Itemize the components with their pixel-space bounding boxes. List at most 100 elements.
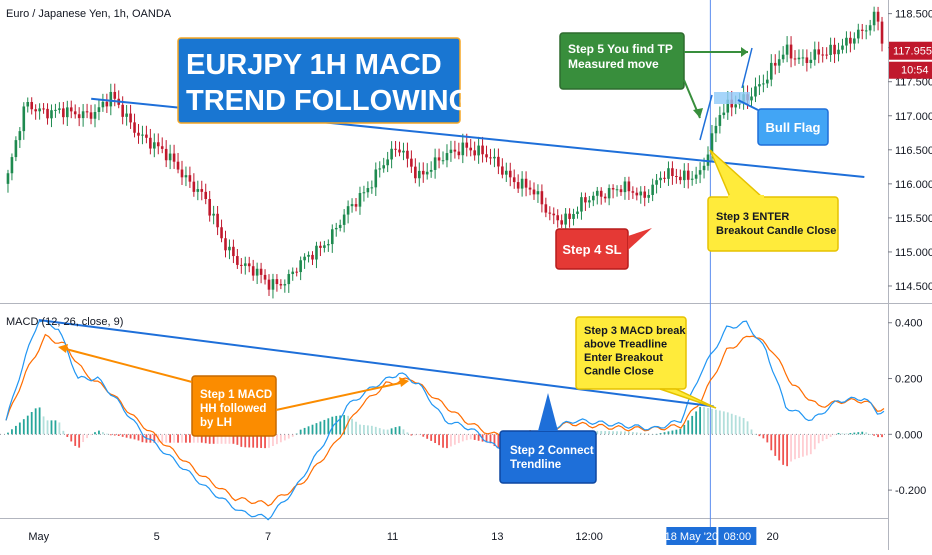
histogram-bar xyxy=(276,434,278,445)
candle-body xyxy=(232,246,235,257)
step5-text: Step 5 You find TP xyxy=(568,42,673,56)
candle-body xyxy=(564,213,567,225)
candle-body xyxy=(303,256,306,261)
candle-body xyxy=(619,189,623,193)
candle-body xyxy=(358,193,362,207)
candle-body xyxy=(607,188,611,199)
histogram-bar xyxy=(335,415,338,435)
candle-body xyxy=(330,229,334,245)
histogram-bar xyxy=(687,420,690,435)
step2-text: Step 2 Connect xyxy=(510,445,594,457)
candle-body xyxy=(837,49,840,55)
histogram-bar xyxy=(809,434,812,455)
candle-body xyxy=(184,175,188,178)
candle-body xyxy=(789,44,793,59)
histogram-bar xyxy=(829,434,832,437)
histogram-bar xyxy=(125,434,128,438)
histogram-bar xyxy=(734,415,737,435)
histogram-bar xyxy=(628,431,630,435)
candle-body xyxy=(421,170,425,175)
candle-body xyxy=(785,44,789,55)
histogram-bar xyxy=(11,429,13,435)
candle-body xyxy=(283,284,287,286)
histogram-bar xyxy=(315,423,318,435)
histogram-bar xyxy=(825,434,828,440)
candle-body xyxy=(255,268,259,276)
histogram-bar xyxy=(695,411,698,435)
histogram-bar xyxy=(169,434,172,443)
histogram-bar xyxy=(758,434,761,437)
candle-body xyxy=(350,204,354,207)
histogram-bar xyxy=(70,434,73,442)
histogram-bar xyxy=(663,432,666,435)
candle-body xyxy=(659,177,662,181)
candle-body xyxy=(398,149,401,153)
histogram-bar xyxy=(406,432,409,435)
candle-body xyxy=(410,158,413,167)
histogram-bar xyxy=(105,433,108,435)
price-tick-label: 115.000 xyxy=(895,247,932,259)
histogram-bar xyxy=(398,426,401,435)
candle-body xyxy=(584,197,587,203)
histogram-bar xyxy=(256,434,259,448)
title-text: EURJPY 1H MACD xyxy=(186,49,442,81)
candle-body xyxy=(315,245,318,260)
candle-body xyxy=(208,199,211,216)
histogram-bar xyxy=(738,416,741,435)
candle-body xyxy=(271,279,275,290)
histogram-bar xyxy=(359,424,361,435)
candle-body xyxy=(121,104,124,117)
histogram-bar xyxy=(821,434,824,442)
histogram-bar xyxy=(707,408,709,435)
candle-body xyxy=(758,84,761,87)
histogram-bar xyxy=(98,430,100,435)
histogram-bar xyxy=(485,434,488,443)
histogram-bar xyxy=(224,434,227,444)
candle-body xyxy=(204,191,208,200)
candle-body xyxy=(58,108,61,110)
candle-body xyxy=(773,62,777,66)
candle-body xyxy=(595,190,599,196)
histogram-bar xyxy=(133,434,136,440)
candle-body xyxy=(160,146,164,149)
histogram-bar xyxy=(794,434,796,460)
histogram-bar xyxy=(833,434,836,436)
candle-body xyxy=(675,175,678,177)
candle-body xyxy=(247,263,251,267)
candle-body xyxy=(801,57,805,59)
candle-body xyxy=(623,181,627,193)
candle-body xyxy=(845,37,848,46)
histogram-bar xyxy=(861,431,864,435)
histogram-bar xyxy=(616,431,618,435)
histogram-bar xyxy=(461,434,464,442)
candle-body xyxy=(34,109,37,112)
histogram-bar xyxy=(161,434,164,443)
histogram-bar xyxy=(232,434,235,444)
histogram-bar xyxy=(465,434,468,441)
histogram-bar xyxy=(786,434,789,467)
candle-body xyxy=(702,165,706,171)
histogram-bar xyxy=(58,422,61,435)
histogram-bar xyxy=(837,432,840,435)
time-tick-label: 13 xyxy=(491,531,503,543)
histogram-bar xyxy=(469,434,472,440)
histogram-bar xyxy=(382,429,385,435)
step3-enter-box xyxy=(707,196,839,252)
histogram-bar xyxy=(473,434,476,440)
last-price-label: 117.955 xyxy=(893,46,932,58)
histogram-bar xyxy=(620,431,622,435)
candle-body xyxy=(133,122,136,133)
histogram-bar xyxy=(643,433,646,435)
candle-body xyxy=(311,254,314,260)
candle-body xyxy=(568,213,571,219)
histogram-bar xyxy=(849,433,852,435)
candle-body xyxy=(679,176,682,181)
step1-box xyxy=(191,375,277,437)
candle-body xyxy=(46,108,49,119)
histogram-bar xyxy=(414,434,417,436)
candle-body xyxy=(698,170,702,175)
candle-body xyxy=(524,178,528,188)
histogram-bar xyxy=(363,424,365,435)
candle-body xyxy=(66,107,69,118)
